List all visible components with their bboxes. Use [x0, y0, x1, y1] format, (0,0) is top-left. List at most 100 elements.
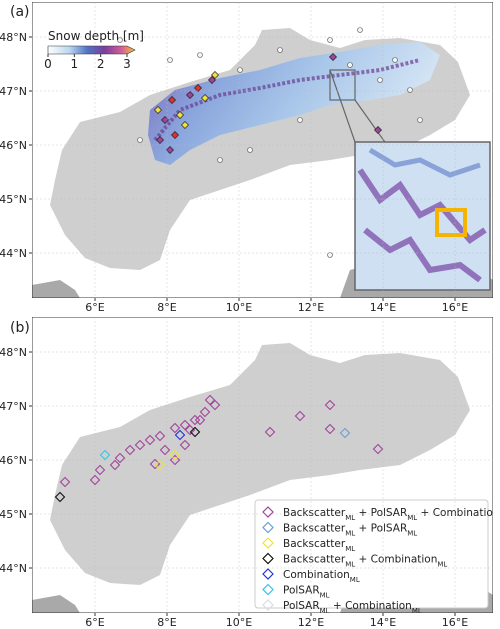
legend-text: Backscatter [283, 507, 346, 519]
station-marker [194, 84, 202, 92]
station-marker [186, 91, 194, 99]
station-marker [377, 77, 383, 83]
inset [354, 141, 491, 291]
legend-marker [262, 583, 274, 596]
station-marker [179, 439, 191, 451]
station-marker [137, 137, 143, 143]
station-marker [159, 444, 171, 456]
legend-label: BackscatterML [283, 538, 355, 553]
station-marker [327, 252, 333, 258]
legend-text: + Combination [417, 507, 499, 519]
station-marker [294, 410, 306, 422]
station-marker [167, 57, 173, 63]
legend-text: PolSAR [283, 585, 320, 597]
legend-marker [262, 521, 274, 534]
colorbar-tick-label: 2 [97, 57, 105, 71]
colorbar: Snow depth [m] 0 1 2 3 [44, 29, 144, 71]
legend-text: Backscatter [283, 554, 346, 566]
lon-tick-label: 6°E [85, 301, 104, 314]
station-marker [154, 459, 166, 471]
legend-subscript: ML [350, 576, 360, 584]
lon-tick-label: 14°E [370, 616, 396, 629]
legend-text: + PolSAR [355, 507, 407, 519]
legend-label: BackscatterML + PolSARML [283, 523, 417, 538]
station-marker [154, 106, 162, 114]
station-marker [124, 444, 136, 456]
station-marker [181, 121, 189, 129]
station-marker [197, 52, 203, 58]
station-marker [417, 117, 423, 123]
legend-text: + PolSAR [355, 523, 407, 535]
station-marker [237, 67, 243, 73]
colorbar-tick-label: 3 [123, 57, 131, 71]
legend-subscript: ML [345, 545, 355, 553]
legend-marker [262, 537, 274, 549]
legend-subscript: ML [345, 530, 355, 538]
station-marker [372, 443, 384, 455]
lat-tick-label: 48°N [0, 31, 27, 44]
station-marker [154, 430, 166, 442]
station-marker [324, 399, 336, 411]
station-marker [247, 147, 253, 153]
station-marker [297, 117, 303, 123]
station-marker [161, 116, 169, 124]
colorbar-title: Snow depth [m] [48, 29, 144, 43]
station-marker [144, 434, 156, 446]
colorbar-tick-label: 1 [71, 57, 79, 71]
legend-marker [262, 568, 274, 580]
legend-subscript: ML [345, 561, 355, 569]
legend-text: Backscatter [283, 523, 346, 535]
station-marker [407, 87, 413, 93]
lat-tick-label: 44°N [0, 247, 27, 260]
legend-label: BackscatterML + CombinationML [283, 554, 447, 569]
station-marker [217, 157, 223, 163]
legend-subscript: ML [412, 607, 422, 615]
station-marker [179, 419, 191, 431]
station-marker [89, 474, 101, 486]
station-marker [329, 53, 337, 61]
station-marker [169, 422, 181, 434]
lon-tick-label: 14°E [370, 301, 396, 314]
legend-text: PolSAR [283, 600, 320, 612]
legend-label: BackscatterML + PolSARML + CombinationML [283, 507, 500, 522]
lon-tick-label: 10°E [226, 301, 252, 314]
legend [254, 499, 489, 609]
legend-subscript: ML [320, 607, 330, 615]
station-marker [374, 126, 382, 134]
station-marker [347, 62, 353, 68]
station-marker [392, 57, 398, 63]
map-panel [32, 2, 493, 298]
legend-marker [262, 599, 274, 611]
station-marker [59, 476, 71, 488]
station-marker [169, 449, 181, 461]
station-marker [357, 27, 363, 33]
lon-tick-label: 8°E [157, 616, 176, 629]
station-marker [208, 76, 216, 84]
station-marker [169, 454, 181, 466]
station-marker [134, 439, 146, 451]
lat-tick-label: 47°N [0, 85, 27, 98]
legend-subscript: ML [345, 514, 355, 522]
station-marker [189, 426, 201, 438]
legend-subscript: ML [407, 530, 417, 538]
lon-tick-label: 12°E [298, 616, 324, 629]
lon-tick-label: 6°E [85, 616, 104, 629]
legend-subscript: ML [320, 592, 330, 600]
station-marker [176, 111, 184, 119]
station-marker [94, 464, 106, 476]
lat-tick-label: 47°N [0, 400, 27, 413]
lat-tick-label: 45°N [0, 193, 27, 206]
lon-tick-label: 10°E [226, 616, 252, 629]
station-marker [54, 491, 66, 503]
station-marker [117, 37, 123, 43]
station-marker [201, 94, 209, 102]
lat-tick-label: 44°N [0, 562, 27, 575]
station-marker [184, 424, 196, 436]
station-marker [277, 47, 283, 53]
station-marker [204, 394, 216, 406]
station-marker [211, 71, 219, 79]
legend-label: CombinationML [283, 569, 360, 584]
station-marker [174, 429, 186, 441]
legend-subscript: ML [437, 561, 447, 569]
station-marker [189, 414, 201, 426]
